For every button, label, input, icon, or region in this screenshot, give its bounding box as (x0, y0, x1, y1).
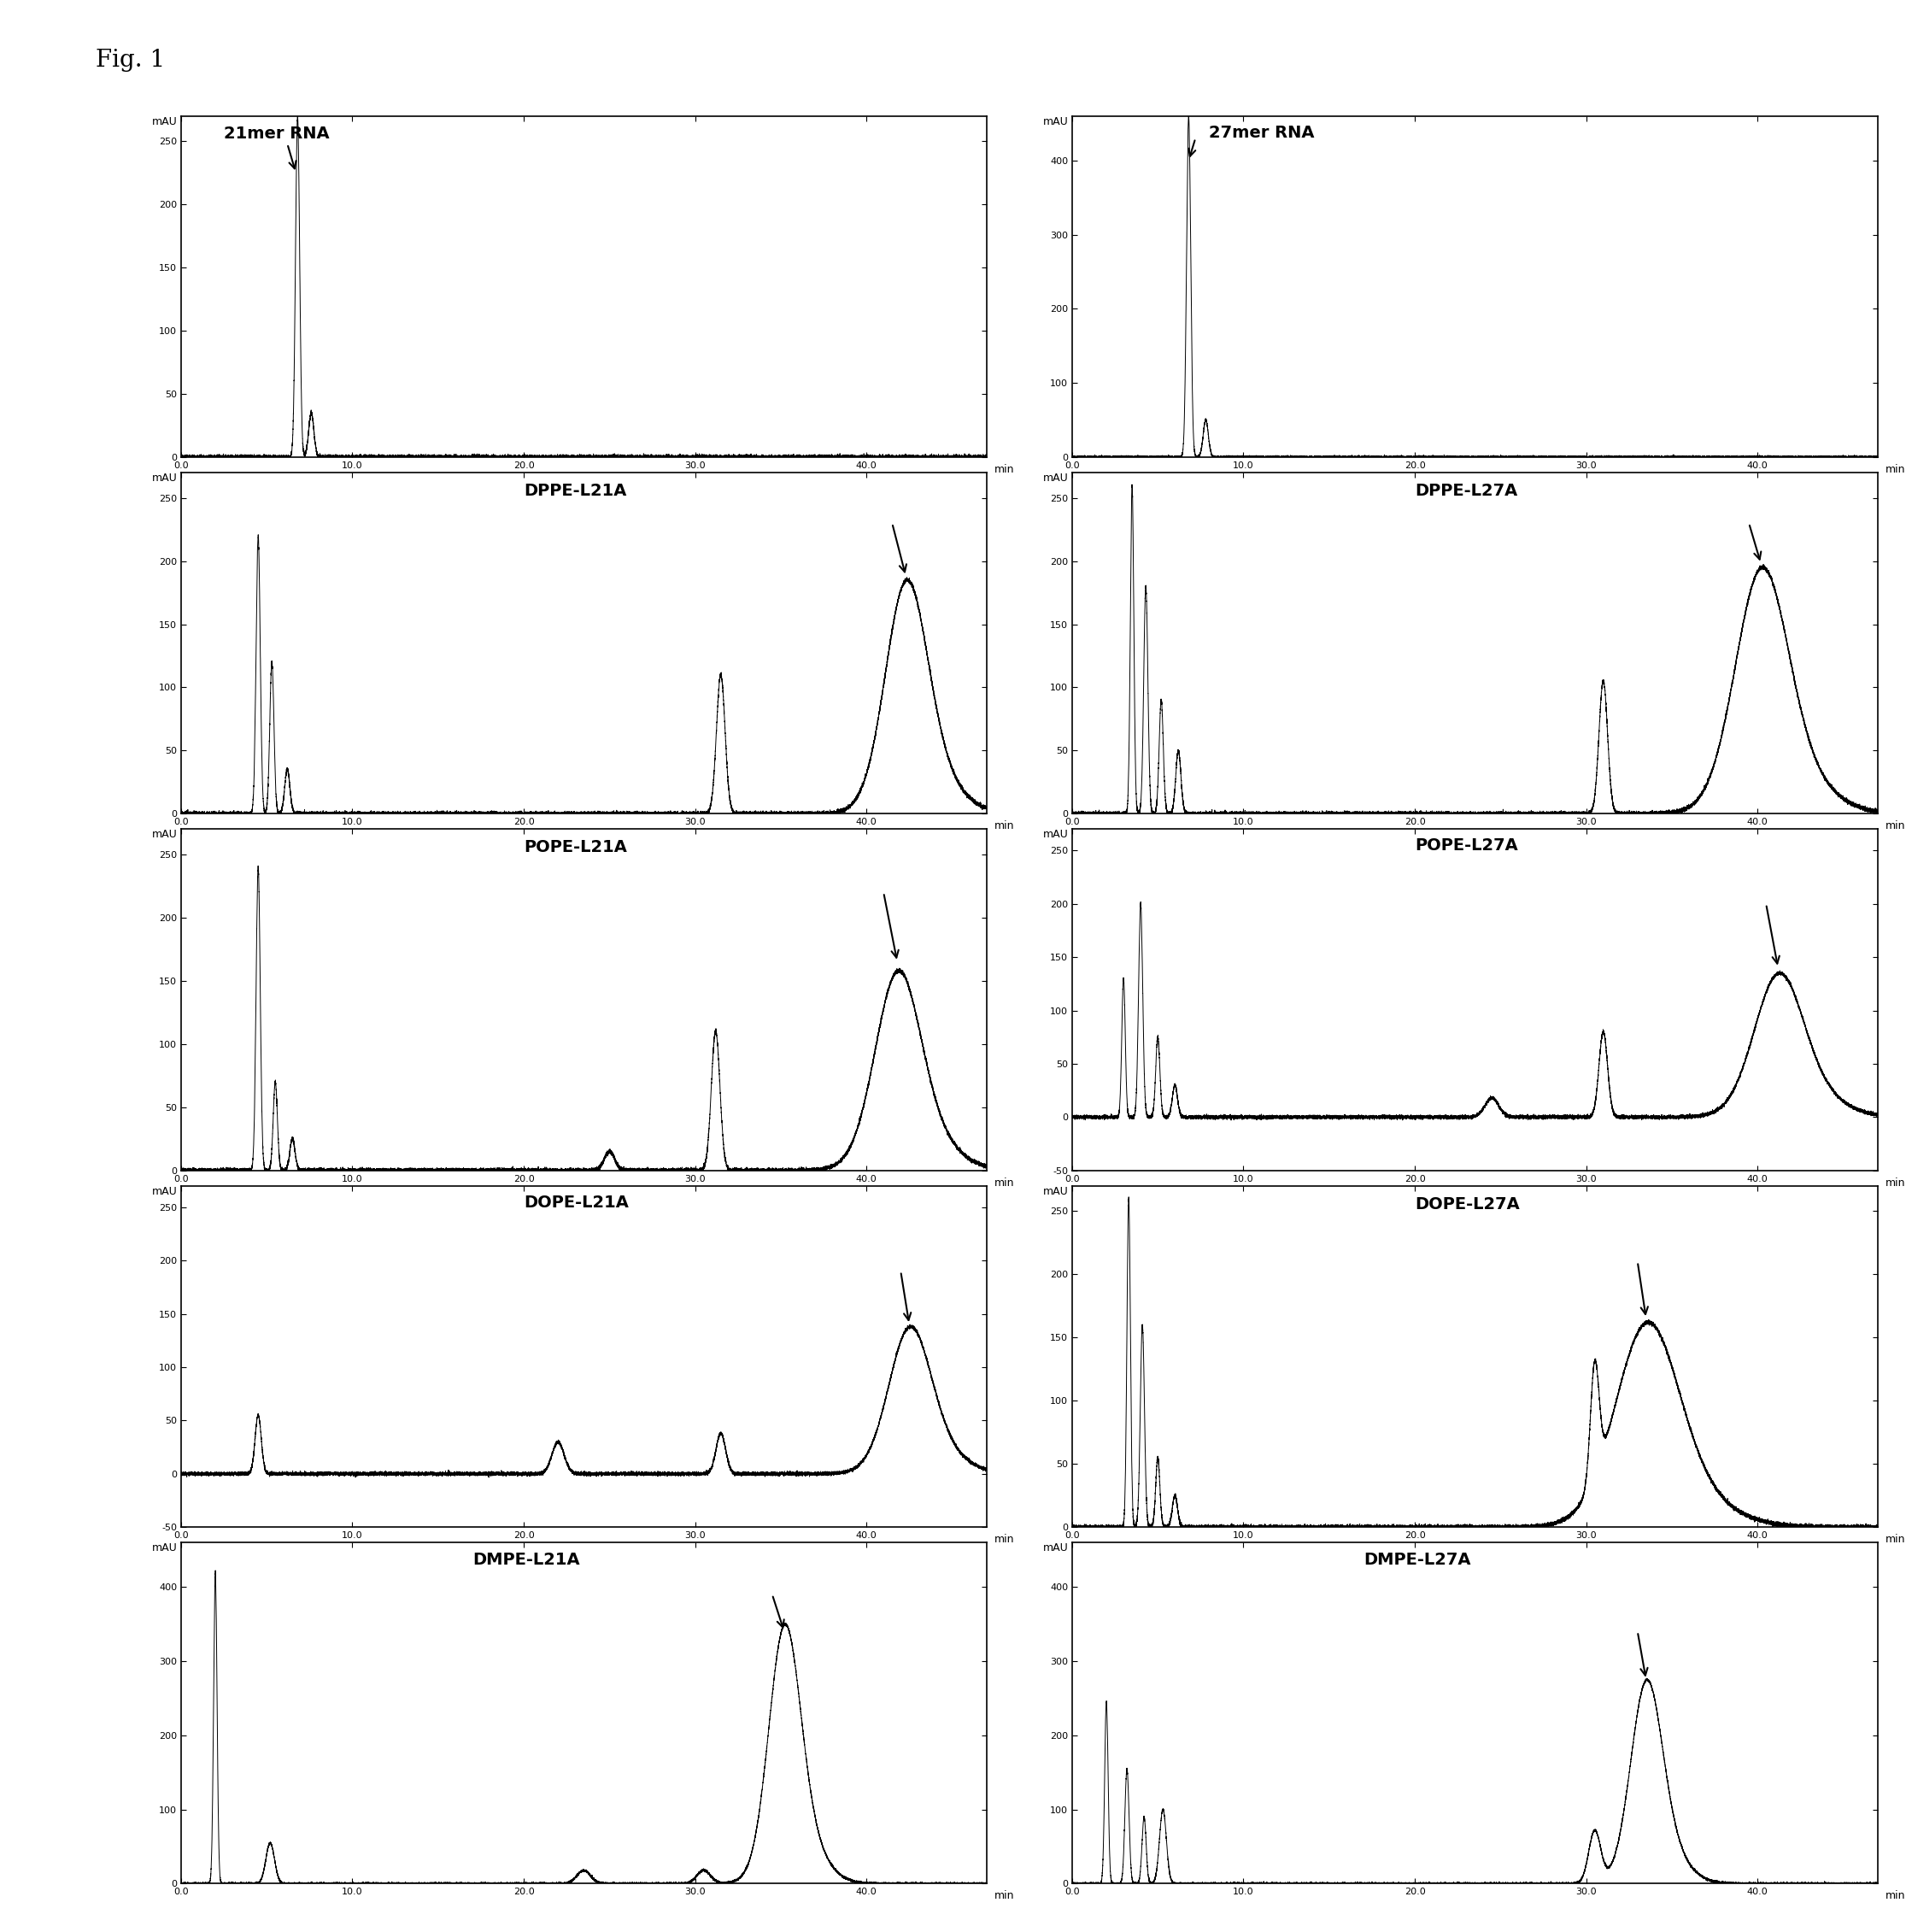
Text: 21mer RNA: 21mer RNA (223, 126, 330, 143)
Text: mAU: mAU (152, 829, 177, 840)
Text: min: min (995, 1534, 1014, 1546)
Text: min: min (995, 821, 1014, 831)
Text: min: min (1885, 1891, 1906, 1901)
Text: mAU: mAU (152, 1186, 177, 1198)
Text: min: min (1885, 1177, 1906, 1188)
Text: DPPE-L27A: DPPE-L27A (1414, 483, 1517, 498)
Text: min: min (1885, 464, 1906, 475)
Text: mAU: mAU (1043, 473, 1067, 483)
Text: mAU: mAU (1043, 1542, 1067, 1553)
Text: DMPE-L21A: DMPE-L21A (473, 1551, 579, 1567)
Text: mAU: mAU (1043, 116, 1067, 128)
Text: Fig. 1: Fig. 1 (95, 48, 164, 71)
Text: min: min (995, 1177, 1014, 1188)
Text: mAU: mAU (1043, 829, 1067, 840)
Text: mAU: mAU (152, 473, 177, 483)
Text: mAU: mAU (152, 116, 177, 128)
Text: DOPE-L21A: DOPE-L21A (524, 1194, 629, 1211)
Text: DOPE-L27A: DOPE-L27A (1414, 1196, 1519, 1211)
Text: min: min (1885, 1534, 1906, 1546)
Text: min: min (995, 464, 1014, 475)
Text: mAU: mAU (152, 1542, 177, 1553)
Text: POPE-L27A: POPE-L27A (1414, 838, 1517, 854)
Text: mAU: mAU (1043, 1186, 1067, 1198)
Text: DMPE-L27A: DMPE-L27A (1363, 1551, 1471, 1567)
Text: DPPE-L21A: DPPE-L21A (524, 483, 627, 498)
Text: min: min (1885, 821, 1906, 831)
Text: min: min (995, 1891, 1014, 1901)
Text: POPE-L21A: POPE-L21A (524, 838, 627, 856)
Text: 27mer RNA: 27mer RNA (1208, 126, 1315, 141)
